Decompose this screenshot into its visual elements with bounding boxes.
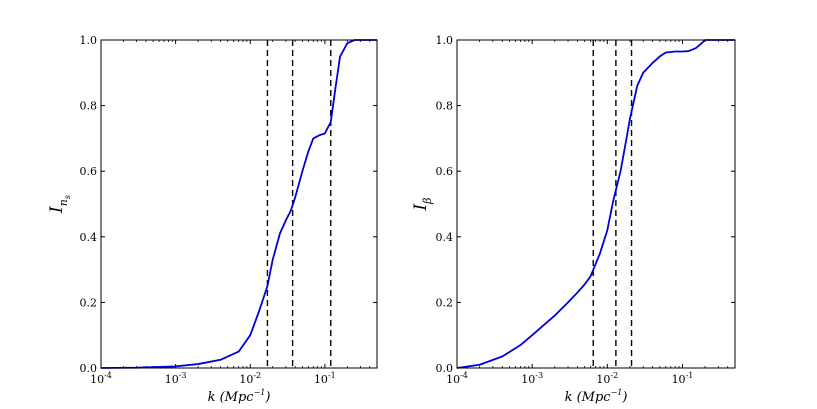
x-axis-label: k (Mpc−1) (565, 388, 628, 405)
x-axis-label: k (Mpc−1) (208, 388, 271, 405)
y-tick-label: 0.2 (436, 296, 454, 309)
y-tick-label: 0.2 (80, 296, 98, 309)
x-tick-label: 10-1 (314, 371, 336, 386)
y-tick-label: 0.6 (80, 165, 98, 178)
y-tick-label: 0.0 (80, 362, 98, 375)
x-tick-label: 10-2 (596, 371, 618, 386)
y-tick-label: 1.0 (80, 34, 98, 47)
y-tick-label: 0.4 (80, 231, 98, 244)
x-tick-label: 10-1 (672, 371, 694, 386)
y-tick-label: 0.0 (436, 362, 454, 375)
y-axis-label: Ins (47, 195, 72, 214)
left-chart-panel: 10-4 10-3 10-2 10-1 0.0 0.2 0.4 0.6 0.8 1.0 k (Mpc… (47, 34, 378, 405)
x-tick-label: 10-2 (239, 371, 261, 386)
series-line (456, 39, 735, 369)
y-tick-label: 1.0 (436, 34, 454, 47)
x-tick-label: 10-3 (521, 371, 543, 386)
y-tick-label: 0.6 (436, 165, 454, 178)
plot-frame (456, 39, 736, 369)
y-axis-label: Iβ (411, 197, 434, 211)
y-tick-label: 0.8 (80, 100, 98, 113)
right-chart-panel: 10-4 10-3 10-2 10-1 0.0 0.2 0.4 0.6 0.8 1.0 k (Mpc… (411, 34, 736, 405)
series-line (100, 39, 377, 369)
y-tick-label: 0.4 (436, 231, 454, 244)
x-tick-label: 10-4 (90, 371, 112, 386)
x-tick-label: 10-4 (446, 371, 468, 386)
x-tick-label: 10-3 (165, 371, 187, 386)
plot-frame (100, 39, 378, 369)
y-tick-label: 0.8 (436, 100, 454, 113)
